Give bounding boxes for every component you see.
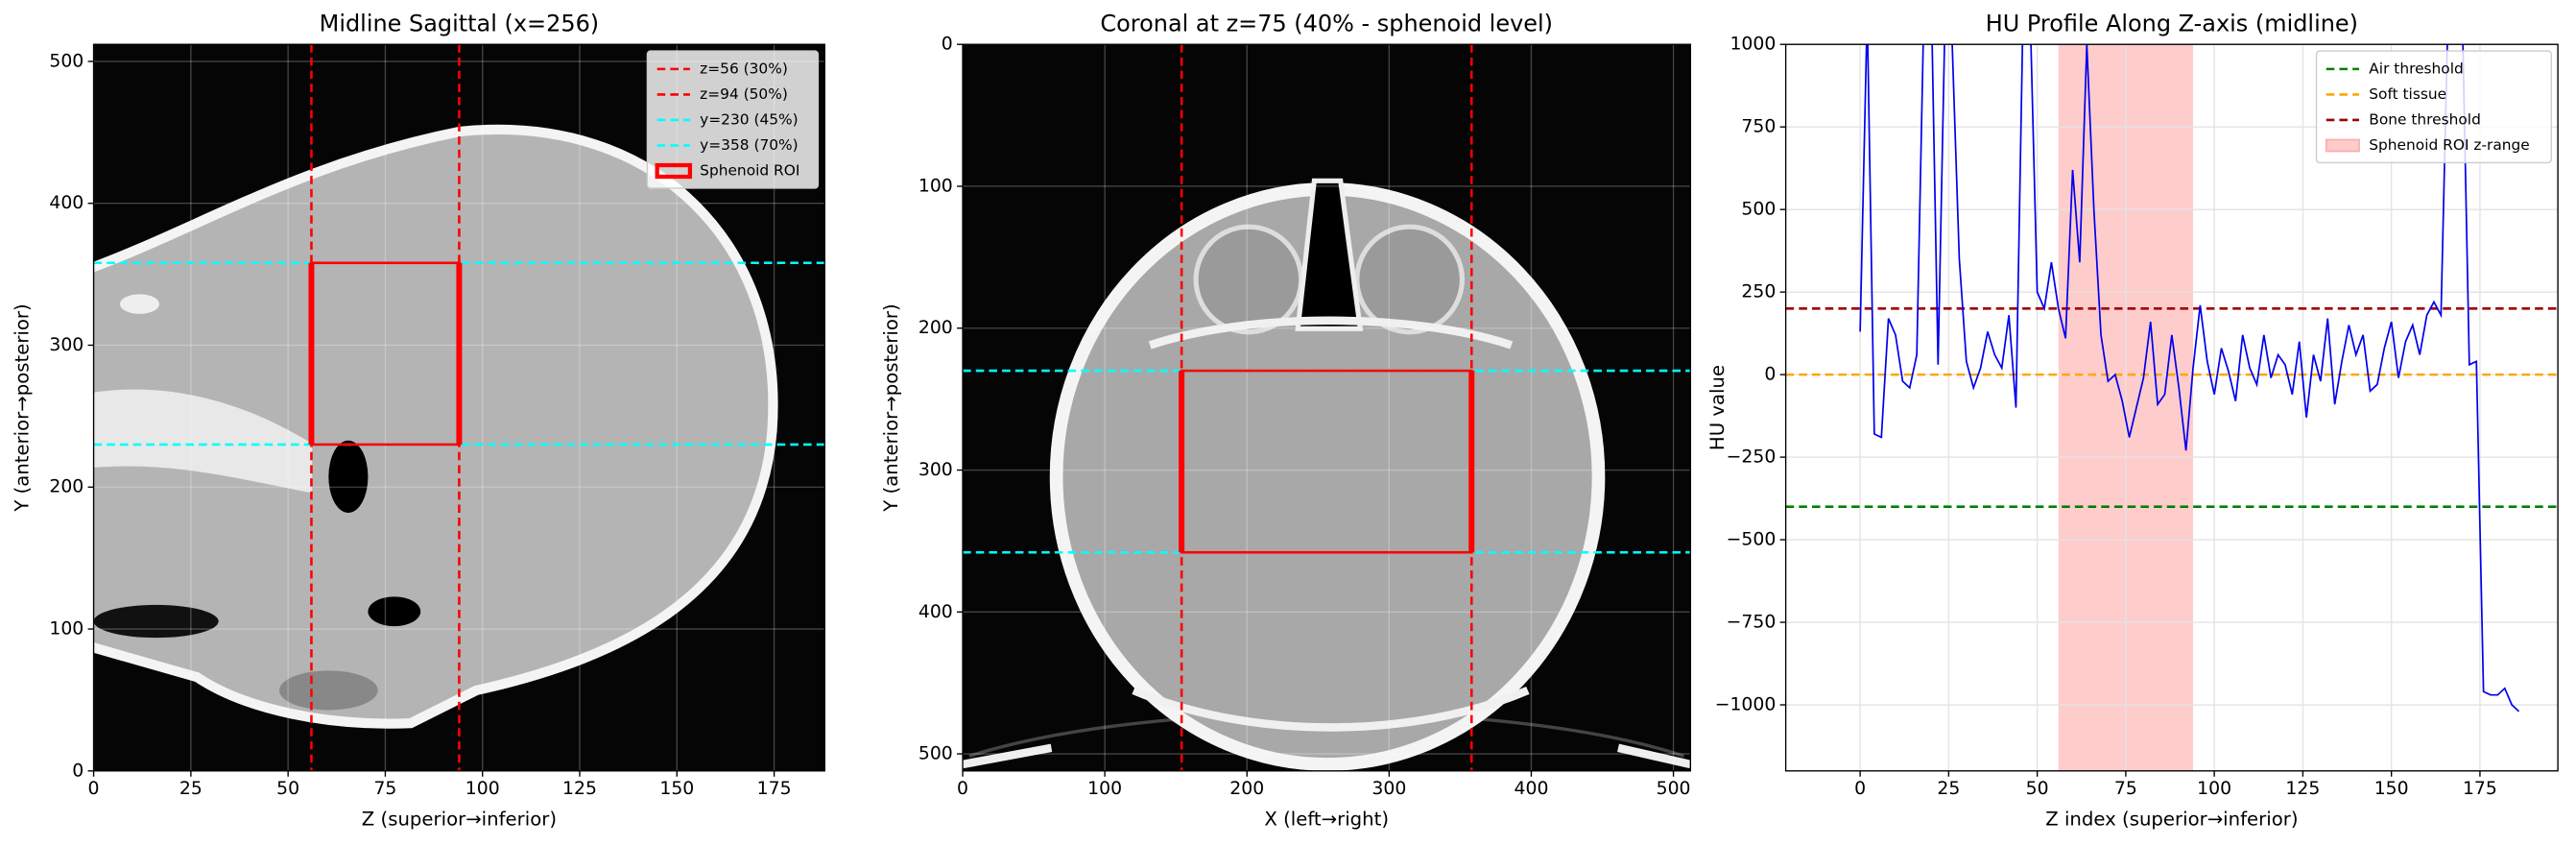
coronal-image: [963, 44, 1691, 771]
x-tick-label: 25: [1937, 779, 1960, 799]
legend-label: y=230 (45%): [700, 110, 799, 128]
y-tick-label: 750: [1741, 117, 1776, 137]
x-tick-label: 0: [957, 779, 968, 799]
y-tick-label: −1000: [1715, 695, 1777, 715]
x-tick-label: 25: [179, 779, 203, 799]
y-tick-label: 500: [1741, 200, 1776, 220]
x-tick-label: 125: [2285, 779, 2320, 799]
legend-label: z=56 (30%): [700, 60, 788, 77]
legend-box: [646, 50, 820, 189]
legend-label: z=94 (50%): [700, 85, 788, 103]
panel-title: HU Profile Along Z-axis (midline): [1986, 11, 2358, 37]
x-tick-label: 500: [1657, 779, 1691, 799]
y-tick-label: 100: [49, 619, 83, 640]
legend-box: [2315, 50, 2552, 164]
y-tick-label: 0: [72, 761, 83, 781]
x-tick-label: 175: [757, 779, 792, 799]
legend-label: Air threshold: [2369, 60, 2464, 77]
x-axis-label: X (left→right): [1264, 809, 1389, 831]
y-tick-label: −750: [1727, 613, 1777, 633]
x-tick-label: 125: [562, 779, 597, 799]
y-tick-label: 100: [918, 176, 953, 196]
y-tick-label: 200: [49, 477, 83, 497]
y-tick-label: 500: [49, 51, 83, 71]
y-tick-label: 0: [942, 35, 953, 55]
panel-title: Midline Sagittal (x=256): [320, 11, 600, 37]
x-tick-label: 150: [2374, 779, 2409, 799]
x-tick-label: 0: [88, 779, 100, 799]
x-tick-label: 100: [1087, 779, 1122, 799]
panel-title: Coronal at z=75 (40% - sphenoid level): [1100, 11, 1553, 37]
x-tick-label: 75: [2114, 779, 2137, 799]
legend-swatch: [655, 162, 693, 180]
y-tick-label: 300: [918, 460, 953, 480]
legend-label: Soft tissue: [2369, 85, 2446, 103]
y-tick-label: 200: [918, 318, 953, 338]
y-tick-label: 0: [1764, 365, 1776, 385]
y-tick-label: 400: [918, 602, 953, 622]
x-tick-label: 400: [1515, 779, 1549, 799]
axes-frame: [1784, 43, 2559, 772]
y-tick-label: −500: [1727, 530, 1777, 550]
legend: z=56 (30%) z=94 (50%) y=230 (45%) y=358 (70…: [646, 50, 820, 189]
y-tick-label: 300: [49, 335, 83, 355]
y-tick-label: 250: [1741, 282, 1776, 302]
x-axis-label: Z index (superior→inferior): [2045, 809, 2298, 831]
legend-label: Sphenoid ROI z-range: [2369, 136, 2530, 154]
x-tick-label: 50: [2026, 779, 2049, 799]
y-tick-label: −250: [1727, 447, 1777, 468]
legend-swatch: [2325, 138, 2360, 153]
x-tick-label: 50: [276, 779, 299, 799]
x-tick-label: 0: [1854, 779, 1866, 799]
y-axis-label: Y (anterior→posterior): [880, 303, 902, 512]
profile-line: [1859, 44, 2520, 713]
legend-label: Bone threshold: [2369, 110, 2481, 128]
x-tick-label: 100: [2197, 779, 2231, 799]
y-axis-label: HU value: [1706, 365, 1729, 450]
x-axis-label: Z (superior→inferior): [362, 809, 557, 831]
legend-label: y=358 (70%): [700, 136, 799, 154]
x-tick-label: 150: [659, 779, 694, 799]
x-tick-label: 300: [1371, 779, 1406, 799]
y-tick-label: 400: [49, 193, 83, 213]
legend: Air threshold Soft tissue Bone threshold Sp…: [2315, 50, 2552, 164]
y-tick-label: 500: [918, 744, 953, 764]
legend-label: Sphenoid ROI: [700, 162, 799, 180]
figure-content: 0 25 50 75 100 125 150 1750100200300400500Midli…: [11, 11, 2559, 831]
x-tick-label: 175: [2463, 779, 2497, 799]
axes-frame: [92, 43, 825, 772]
y-tick-label: 1000: [1729, 35, 1776, 55]
x-tick-label: 200: [1229, 779, 1264, 799]
axes-frame: [962, 43, 1692, 772]
x-tick-label: 75: [373, 779, 396, 799]
y-axis-label: Y (anterior→posterior): [11, 303, 33, 512]
x-tick-label: 100: [465, 779, 500, 799]
